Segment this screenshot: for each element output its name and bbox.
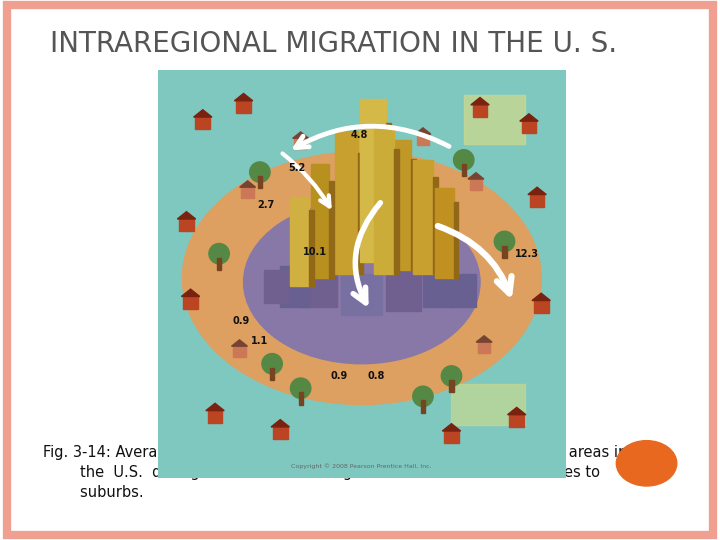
Bar (413, 160, 433, 274)
Bar (451, 384, 525, 425)
Ellipse shape (182, 152, 541, 404)
Polygon shape (471, 98, 489, 105)
Bar (329, 181, 334, 278)
Polygon shape (232, 340, 248, 346)
Polygon shape (508, 407, 526, 415)
Bar (503, 246, 507, 258)
Bar (530, 194, 544, 207)
Circle shape (262, 354, 282, 374)
Polygon shape (177, 212, 196, 219)
Bar (264, 270, 289, 302)
Text: 0.8: 0.8 (367, 371, 384, 381)
Bar (301, 258, 338, 307)
Polygon shape (271, 420, 289, 427)
Circle shape (250, 162, 270, 183)
Bar (469, 179, 482, 190)
Bar (280, 266, 309, 307)
Bar (454, 202, 459, 278)
Bar (233, 346, 246, 357)
Text: INTRAREGIONAL MIGRATION IN THE U. S.: INTRAREGIONAL MIGRATION IN THE U. S. (50, 30, 618, 58)
Text: 2.7: 2.7 (257, 200, 274, 210)
Text: 0.9: 0.9 (330, 371, 348, 381)
Bar (449, 380, 454, 392)
Text: Fig. 3-14: Average annual migration among urban, suburban, and rural areas in
  : Fig. 3-14: Average annual migration amon… (43, 446, 628, 500)
Bar (386, 123, 391, 262)
Bar (423, 266, 454, 307)
Bar (417, 134, 429, 145)
Bar (451, 274, 476, 307)
Bar (473, 105, 487, 117)
Circle shape (413, 386, 433, 407)
Bar (299, 392, 302, 404)
Polygon shape (528, 187, 546, 194)
Polygon shape (293, 132, 309, 138)
Bar (435, 188, 454, 278)
Polygon shape (415, 128, 431, 134)
Bar (410, 159, 415, 270)
Bar (464, 94, 525, 144)
Text: 5.2: 5.2 (288, 163, 305, 173)
Bar (374, 127, 395, 274)
Bar (386, 266, 421, 310)
Bar (183, 296, 198, 309)
Polygon shape (532, 293, 550, 301)
Bar (433, 177, 438, 274)
Text: 0.9: 0.9 (233, 316, 250, 326)
Circle shape (454, 150, 474, 170)
Bar (311, 164, 329, 278)
Bar (336, 131, 358, 274)
Bar (241, 187, 254, 198)
Bar (207, 410, 222, 423)
Polygon shape (468, 173, 484, 179)
Circle shape (495, 231, 515, 252)
Bar (358, 153, 363, 274)
Text: 4.8: 4.8 (351, 131, 369, 140)
Bar (309, 210, 314, 286)
Bar (478, 342, 490, 353)
Circle shape (616, 441, 677, 486)
Bar (236, 101, 251, 113)
Bar (534, 301, 549, 313)
Polygon shape (235, 93, 253, 101)
Bar (217, 258, 221, 270)
Bar (462, 164, 466, 176)
Bar (388, 139, 410, 270)
Bar (179, 219, 194, 231)
Bar (270, 368, 274, 380)
Text: Copyright © 2008 Pearson Prentice Hall, Inc.: Copyright © 2008 Pearson Prentice Hall, … (292, 464, 432, 469)
Bar (421, 401, 425, 413)
Text: 12.3: 12.3 (515, 248, 539, 259)
Bar (290, 197, 309, 286)
Bar (294, 138, 307, 149)
Bar (273, 427, 287, 439)
Polygon shape (240, 181, 256, 187)
Text: 1.1: 1.1 (251, 336, 269, 346)
Circle shape (441, 366, 462, 386)
Bar (341, 274, 382, 315)
Polygon shape (520, 114, 538, 121)
Bar (258, 176, 262, 188)
Polygon shape (476, 336, 492, 342)
Bar (360, 99, 386, 262)
Polygon shape (442, 424, 461, 431)
Bar (195, 117, 210, 129)
Ellipse shape (243, 201, 480, 364)
Polygon shape (181, 289, 199, 296)
Bar (395, 149, 400, 274)
Polygon shape (194, 110, 212, 117)
Text: 10.1: 10.1 (303, 247, 327, 256)
Bar (444, 431, 459, 443)
Bar (509, 415, 524, 427)
Circle shape (290, 378, 311, 399)
Circle shape (209, 244, 229, 264)
Polygon shape (206, 403, 224, 410)
Bar (521, 121, 536, 133)
